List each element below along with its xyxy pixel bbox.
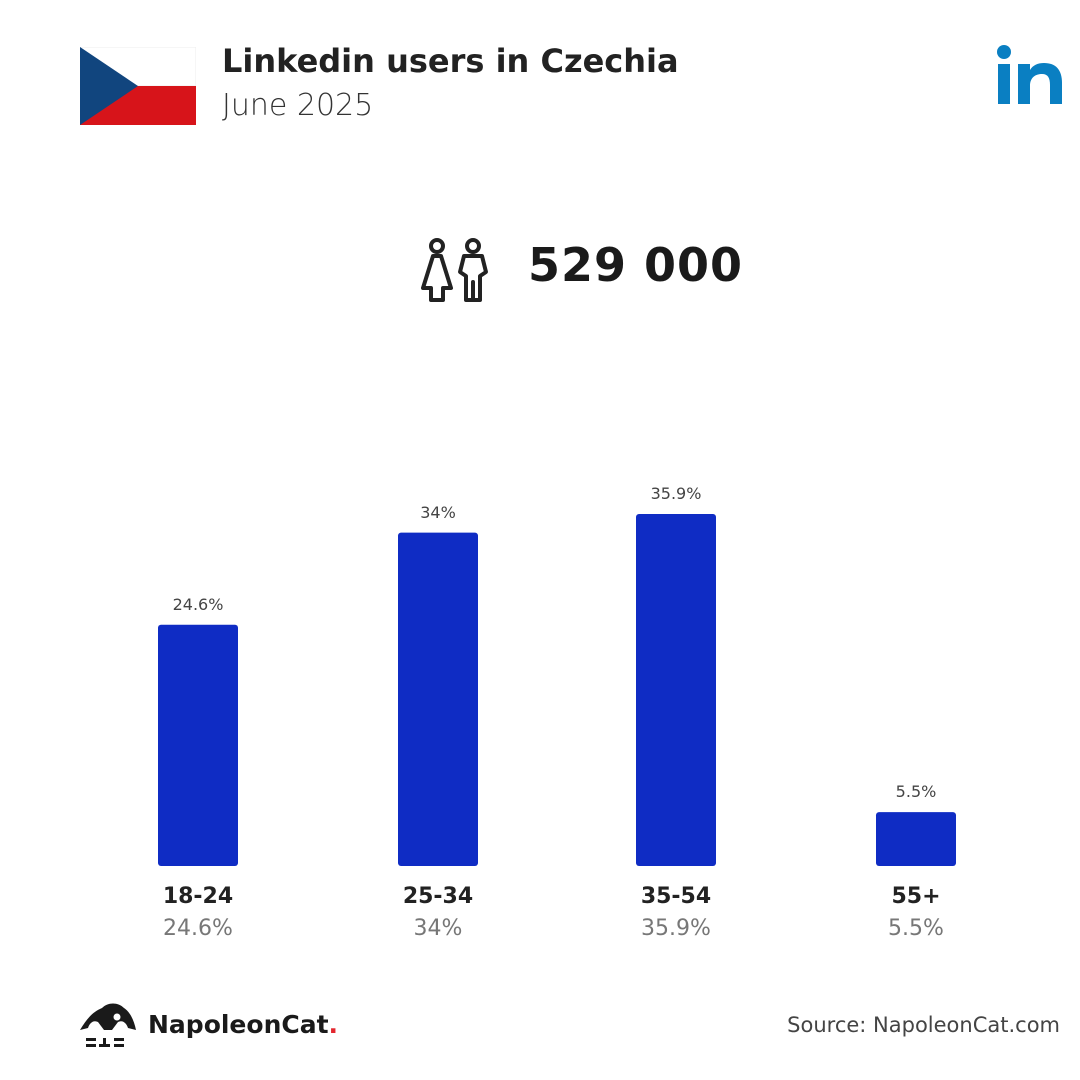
brand-name-text: NapoleonCat bbox=[148, 1010, 329, 1039]
linkedin-logo-icon bbox=[997, 45, 1062, 104]
source-text: Source: NapoleonCat.com bbox=[787, 1013, 1060, 1037]
category-value: 5.5% bbox=[888, 916, 944, 941]
brand-name: NapoleonCat. bbox=[148, 1010, 338, 1039]
category-label: 18-24 bbox=[162, 884, 234, 909]
page-title: Linkedin users in Czechia bbox=[222, 42, 679, 80]
brand-dot: . bbox=[328, 1010, 339, 1039]
users-icon bbox=[421, 238, 488, 302]
category-value: 34% bbox=[413, 916, 463, 941]
category-label: 25-34 bbox=[402, 884, 474, 909]
category-label: 35-54 bbox=[640, 884, 712, 909]
category-label: 55+ bbox=[891, 884, 941, 909]
czech-flag-icon bbox=[80, 47, 196, 125]
bar-18-24 bbox=[158, 624, 238, 866]
napoleoncat-logo-icon bbox=[80, 1003, 136, 1047]
bar-55+ bbox=[876, 812, 956, 866]
bar-value-label: 35.9% bbox=[650, 484, 702, 503]
page-subtitle: June 2025 bbox=[222, 88, 374, 123]
bar-value-label: 5.5% bbox=[895, 782, 937, 802]
bar-25-34 bbox=[398, 532, 478, 866]
bar-35-54 bbox=[636, 514, 716, 866]
total-users-value: 529 000 bbox=[528, 238, 744, 292]
bar-value-label: 34% bbox=[420, 502, 456, 522]
category-value: 24.6% bbox=[163, 916, 233, 941]
bar-value-label: 24.6% bbox=[172, 594, 224, 614]
category-value: 35.9% bbox=[641, 916, 711, 941]
